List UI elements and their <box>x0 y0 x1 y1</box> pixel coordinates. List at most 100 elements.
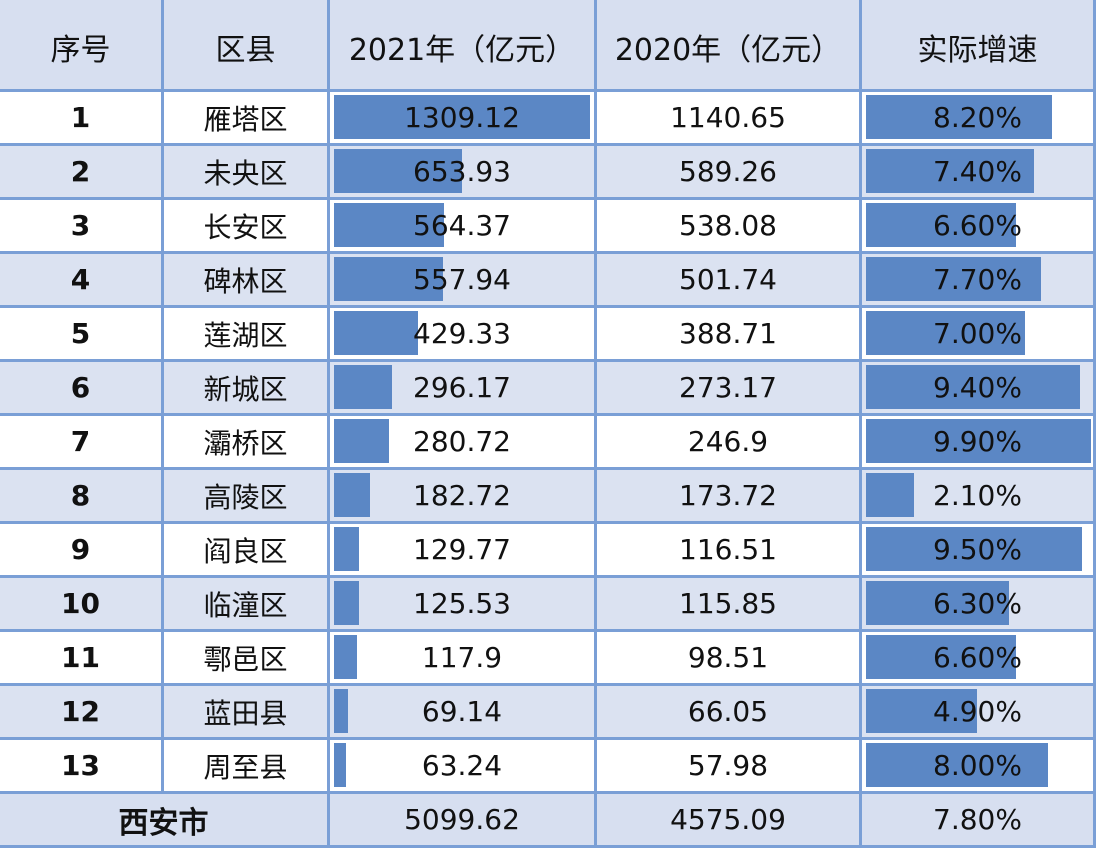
row-index: 2 <box>0 146 164 200</box>
total-2020: 4575.09 <box>597 794 862 848</box>
header-2021: 2021年（亿元） <box>330 0 597 92</box>
data-bar-2021 <box>334 689 348 733</box>
value-growth: 6.60% <box>933 209 1022 242</box>
total-label: 西安市 <box>0 794 330 848</box>
row-2020: 66.05 <box>597 686 862 740</box>
table-row: 11 鄠邑区 117.9 98.51 6.60% <box>0 632 1096 686</box>
data-bar-growth <box>866 257 1041 301</box>
row-growth: 7.40% <box>862 146 1096 200</box>
row-district: 临潼区 <box>164 578 330 632</box>
table-row: 9 阎良区 129.77 116.51 9.50% <box>0 524 1096 578</box>
row-growth: 6.30% <box>862 578 1096 632</box>
row-2020: 116.51 <box>597 524 862 578</box>
row-2020: 246.9 <box>597 416 862 470</box>
row-2021: 429.33 <box>330 308 597 362</box>
table-row: 8 高陵区 182.72 173.72 2.10% <box>0 470 1096 524</box>
row-growth: 9.40% <box>862 362 1096 416</box>
table-row: 12 蓝田县 69.14 66.05 4.90% <box>0 686 1096 740</box>
row-index: 3 <box>0 200 164 254</box>
data-bar-growth <box>866 365 1080 409</box>
row-2020: 57.98 <box>597 740 862 794</box>
data-bar-2021 <box>334 581 359 625</box>
value-2021: 182.72 <box>413 479 511 512</box>
value-2021: 296.17 <box>413 371 511 404</box>
value-growth: 7.40% <box>933 155 1022 188</box>
row-growth: 8.00% <box>862 740 1096 794</box>
data-bar-2021 <box>334 743 346 787</box>
table-row: 3 长安区 564.37 538.08 6.60% <box>0 200 1096 254</box>
row-district: 长安区 <box>164 200 330 254</box>
data-bar-growth <box>866 689 977 733</box>
value-2021: 117.9 <box>421 641 503 674</box>
value-growth: 9.40% <box>933 371 1022 404</box>
data-bar-2021 <box>334 365 392 409</box>
data-bar-growth <box>866 149 1034 193</box>
row-district: 碑林区 <box>164 254 330 308</box>
table-row: 7 灞桥区 280.72 246.9 9.90% <box>0 416 1096 470</box>
value-growth: 6.30% <box>933 587 1022 620</box>
row-district: 高陵区 <box>164 470 330 524</box>
header-index: 序号 <box>0 0 164 92</box>
row-2020: 1140.65 <box>597 92 862 146</box>
row-district: 新城区 <box>164 362 330 416</box>
row-index: 6 <box>0 362 164 416</box>
data-bar-growth <box>866 473 914 517</box>
row-2021: 564.37 <box>330 200 597 254</box>
row-2020: 388.71 <box>597 308 862 362</box>
row-district: 未央区 <box>164 146 330 200</box>
row-district: 灞桥区 <box>164 416 330 470</box>
value-growth: 9.50% <box>933 533 1022 566</box>
value-growth: 7.00% <box>933 317 1022 350</box>
value-growth: 7.70% <box>933 263 1022 296</box>
table-row: 13 周至县 63.24 57.98 8.00% <box>0 740 1096 794</box>
value-growth: 2.10% <box>933 479 1022 512</box>
table-row: 10 临潼区 125.53 115.85 6.30% <box>0 578 1096 632</box>
total-2021: 5099.62 <box>330 794 597 848</box>
total-growth: 7.80% <box>862 794 1096 848</box>
value-2021: 653.93 <box>413 155 511 188</box>
value-2021: 63.24 <box>421 749 503 782</box>
table-row: 6 新城区 296.17 273.17 9.40% <box>0 362 1096 416</box>
row-district: 蓝田县 <box>164 686 330 740</box>
data-bar-growth <box>866 527 1082 571</box>
row-2020: 501.74 <box>597 254 862 308</box>
data-bar-growth <box>866 203 1016 247</box>
row-2020: 538.08 <box>597 200 862 254</box>
header-growth: 实际增速 <box>862 0 1096 92</box>
row-2020: 273.17 <box>597 362 862 416</box>
row-index: 10 <box>0 578 164 632</box>
row-growth: 6.60% <box>862 632 1096 686</box>
value-2021: 429.33 <box>413 317 511 350</box>
table-row: 2 未央区 653.93 589.26 7.40% <box>0 146 1096 200</box>
row-growth: 9.50% <box>862 524 1096 578</box>
value-2021: 280.72 <box>413 425 511 458</box>
row-index: 9 <box>0 524 164 578</box>
row-2021: 1309.12 <box>330 92 597 146</box>
value-growth: 8.20% <box>933 101 1022 134</box>
header-district: 区县 <box>164 0 330 92</box>
data-bar-2021 <box>334 473 370 517</box>
row-2021: 280.72 <box>330 416 597 470</box>
total-row: 西安市 5099.62 4575.09 7.80% <box>0 794 1096 848</box>
row-growth: 7.00% <box>862 308 1096 362</box>
value-2021: 564.37 <box>413 209 511 242</box>
value-growth: 9.90% <box>933 425 1022 458</box>
row-index: 12 <box>0 686 164 740</box>
data-bar-growth <box>866 743 1048 787</box>
row-2021: 69.14 <box>330 686 597 740</box>
value-2021: 69.14 <box>421 695 503 728</box>
row-2021: 557.94 <box>330 254 597 308</box>
row-district: 鄠邑区 <box>164 632 330 686</box>
row-index: 7 <box>0 416 164 470</box>
row-growth: 2.10% <box>862 470 1096 524</box>
data-bar-growth <box>866 95 1052 139</box>
row-2021: 125.53 <box>330 578 597 632</box>
data-bar-2021 <box>334 257 443 301</box>
value-2021: 129.77 <box>413 533 511 566</box>
row-district: 阎良区 <box>164 524 330 578</box>
row-growth: 8.20% <box>862 92 1096 146</box>
row-growth: 4.90% <box>862 686 1096 740</box>
data-bar-growth <box>866 635 1016 679</box>
row-2020: 115.85 <box>597 578 862 632</box>
